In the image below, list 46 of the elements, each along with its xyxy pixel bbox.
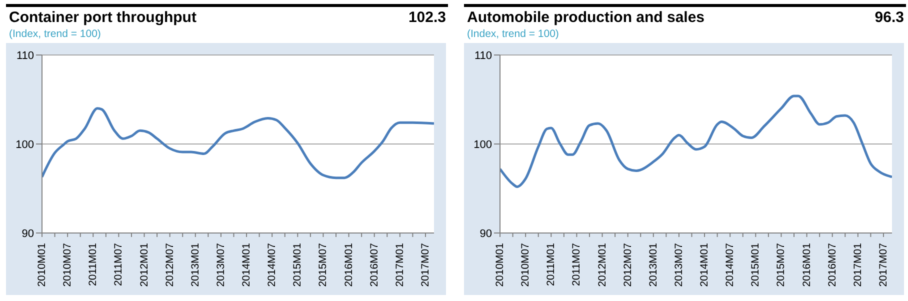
chart-title: Container port throughput	[9, 9, 196, 27]
x-tick-label: 2016M01	[342, 242, 355, 287]
x-tick-label: 2012M07	[164, 242, 176, 287]
x-tick-label: 2016M01	[800, 242, 813, 287]
x-tick-label: 2011M07	[112, 242, 125, 286]
x-tick-label: 2013M01	[647, 242, 660, 287]
x-tick-label: 2013M01	[189, 242, 202, 287]
x-tick-label: 2015M01	[750, 242, 762, 287]
y-tick-label: 90	[480, 228, 492, 240]
x-tick-label: 2010M01	[36, 242, 48, 287]
x-tick-label: 2014M07	[724, 242, 736, 287]
x-tick-label: 2012M01	[138, 242, 150, 287]
x-tick-label: 2017M07	[419, 242, 432, 287]
y-tick-label: 100	[474, 138, 492, 151]
x-tick-label: 2017M01	[394, 242, 406, 287]
x-tick-label: 2012M07	[622, 242, 634, 287]
x-tick-label: 2010M07	[62, 242, 74, 287]
x-tick-label: 2015M07	[317, 242, 330, 287]
chart-subtitle: (Index, trend = 100)	[466, 27, 560, 41]
chart-title: Automobile production and sales	[467, 9, 705, 27]
text: 102.3	[408, 9, 446, 26]
x-tick-label: 2012M01	[596, 242, 608, 287]
y-tick-label: 110	[16, 50, 34, 62]
y-tick-label: 90	[22, 228, 34, 240]
x-tick-label: 2010M01	[494, 242, 506, 287]
y-tick-label: 110	[474, 50, 492, 62]
x-tick-label: 2010M07	[520, 242, 532, 287]
chart-subtitle: (Index, trend = 100)	[8, 27, 102, 41]
x-tick-label: 2015M07	[775, 242, 788, 287]
y-tick-label: 100	[16, 138, 34, 151]
x-tick-label: 2015M01	[292, 242, 304, 287]
x-tick-label: 2011M01	[545, 242, 558, 286]
line-series	[500, 94, 892, 188]
x-tick-label: 2016M07	[826, 242, 838, 287]
x-tick-label: 2013M07	[214, 242, 227, 287]
x-tick-label: 2017M07	[877, 242, 890, 287]
x-tick-label: 2016M07	[368, 242, 380, 287]
x-tick-label: 2013M07	[672, 242, 685, 287]
x-tick-label: 2011M01	[87, 242, 100, 286]
x-tick-label: 2017M01	[852, 242, 864, 287]
x-tick-label: 2014M01	[240, 242, 253, 287]
x-tick-label: 2014M07	[266, 242, 278, 287]
text: 96.3	[874, 9, 904, 26]
line-series	[42, 107, 434, 180]
x-tick-label: 2011M07	[570, 242, 583, 286]
x-tick-label: 2014M01	[698, 242, 711, 287]
